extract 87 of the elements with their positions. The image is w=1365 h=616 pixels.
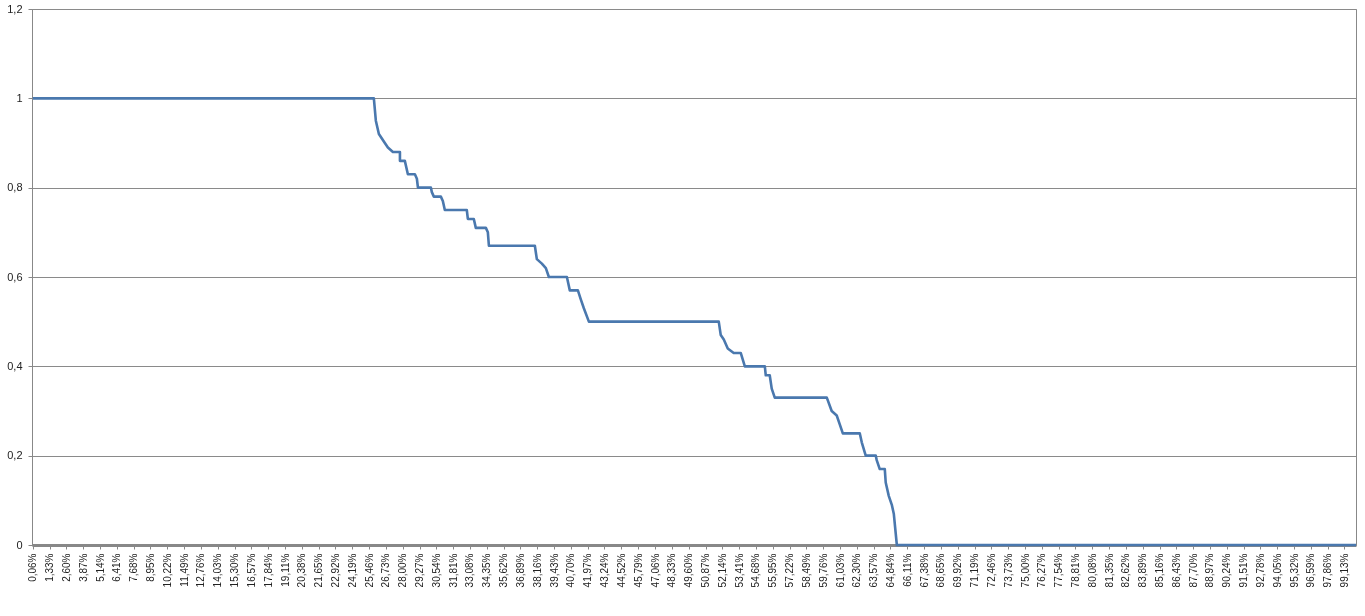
x-tick-label: 73,73% — [1002, 553, 1014, 588]
x-tick-label: 72,46% — [985, 553, 997, 588]
x-tick-label: 5,14% — [94, 553, 106, 582]
x-tick-label: 53,41% — [733, 553, 745, 588]
x-tick-label: 68,65% — [935, 553, 947, 588]
x-tick-label: 1,33% — [44, 553, 56, 582]
x-tick-label: 47,06% — [649, 553, 661, 588]
x-tick-label: 24,19% — [346, 553, 358, 588]
x-tick-label: 64,84% — [884, 553, 896, 588]
x-tick-label: 28,00% — [397, 553, 409, 588]
x-tick-label: 30,54% — [430, 553, 442, 588]
x-tick-label: 2,60% — [60, 553, 72, 582]
x-tick-label: 43,24% — [599, 553, 610, 588]
x-tick-label: 78,81% — [1069, 553, 1081, 588]
x-tick-label: 77,54% — [1053, 553, 1065, 588]
x-tick-label: 36,89% — [514, 553, 526, 588]
x-tick-label: 31,81% — [447, 553, 459, 588]
y-tick-label: 0,4 — [7, 359, 23, 372]
x-tick-label: 52,14% — [716, 553, 728, 588]
x-tick-label: 29,27% — [414, 553, 426, 588]
x-tick-label: 71,19% — [969, 553, 981, 588]
x-tick-label: 38,16% — [531, 553, 543, 588]
y-tick-label: 1 — [16, 91, 23, 104]
x-tick-label: 26,73% — [380, 553, 392, 588]
x-tick-label: 62,30% — [851, 553, 863, 588]
x-tick-label: 14,03% — [212, 553, 224, 588]
x-tick-label: 6,41% — [111, 553, 123, 582]
x-tick-label: 86,43% — [1170, 553, 1182, 588]
x-tick-label: 49,60% — [683, 553, 695, 588]
x-tick-label: 61,03% — [834, 553, 846, 588]
x-tick-label: 69,92% — [952, 553, 964, 588]
y-tick-label: 0,6 — [7, 270, 23, 283]
x-tick-label: 3,87% — [77, 553, 89, 582]
x-tick-label: 67,38% — [918, 553, 930, 588]
x-tick-label: 87,70% — [1187, 553, 1199, 588]
x-tick-label: 81,35% — [1103, 553, 1115, 588]
x-tick-label: 97,86% — [1322, 553, 1334, 588]
x-tick-label: 80,08% — [1086, 553, 1098, 588]
x-tick-label: 76,27% — [1036, 553, 1048, 588]
x-tick-label: 11,49% — [178, 553, 190, 587]
y-tick-label: 0 — [16, 538, 23, 551]
x-tick-label: 59,76% — [817, 553, 829, 588]
x-tick-label: 99,13% — [1338, 553, 1350, 588]
x-tick-label: 7,68% — [128, 553, 140, 582]
y-tick-label: 0,8 — [7, 181, 23, 194]
x-tick-label: 66,11% — [901, 553, 913, 587]
x-tick-label: 35,62% — [498, 553, 510, 588]
x-tick-label: 34,35% — [481, 553, 493, 588]
y-tick-label: 0,2 — [7, 449, 23, 462]
x-tick-label: 33,08% — [464, 553, 476, 588]
x-tick-label: 17,84% — [262, 553, 274, 588]
x-tick-label: 16,57% — [245, 553, 257, 588]
x-tick-label: 96,59% — [1305, 553, 1317, 588]
line-series — [31, 97, 1358, 547]
x-tick-label: 20,38% — [296, 553, 308, 588]
x-tick-label: 15,30% — [229, 553, 241, 588]
x-tick-label: 88,97% — [1204, 553, 1216, 588]
x-tick-label: 50,87% — [700, 553, 712, 588]
x-tick-label: 25,46% — [363, 553, 375, 588]
x-tick-label: 94,05% — [1271, 553, 1283, 588]
x-tick-label: 55,95% — [767, 553, 779, 588]
y-tick-label: 1,2 — [7, 2, 23, 15]
x-tick-label: 83,89% — [1137, 553, 1149, 588]
x-tick-label: 57,22% — [784, 553, 796, 588]
x-tick-label: 54,68% — [750, 553, 762, 588]
x-tick-label: 75,00% — [1019, 553, 1031, 588]
x-tick-label: 63,57% — [868, 553, 880, 588]
x-tick-label: 44,52% — [615, 553, 627, 588]
x-tick-label: 22,92% — [329, 553, 341, 588]
x-tick-label: 95,32% — [1288, 553, 1300, 588]
x-tick-label: 19,11% — [279, 553, 291, 587]
x-tick-label: 41,97% — [582, 553, 594, 588]
x-tick-label: 90,24% — [1221, 553, 1233, 588]
x-tick-label: 85,16% — [1154, 553, 1166, 588]
x-tick-label: 40,70% — [565, 553, 577, 588]
x-tick-label: 8,95% — [145, 553, 156, 582]
x-tick-label: 82,62% — [1120, 553, 1132, 588]
x-tick-label: 45,79% — [632, 553, 644, 588]
x-tick-label: 0,06% — [27, 553, 39, 582]
x-tick-label: 12,76% — [195, 553, 207, 588]
x-tick-label: 39,43% — [548, 553, 560, 588]
x-tick-label: 58,49% — [800, 553, 812, 588]
x-tick-label: 10,22% — [161, 553, 173, 588]
x-tick-label: 92,78% — [1254, 553, 1266, 588]
x-tick-label: 91,51% — [1238, 553, 1250, 588]
x-tick-label: 21,65% — [313, 553, 325, 588]
x-tick-label: 48,33% — [666, 553, 678, 588]
